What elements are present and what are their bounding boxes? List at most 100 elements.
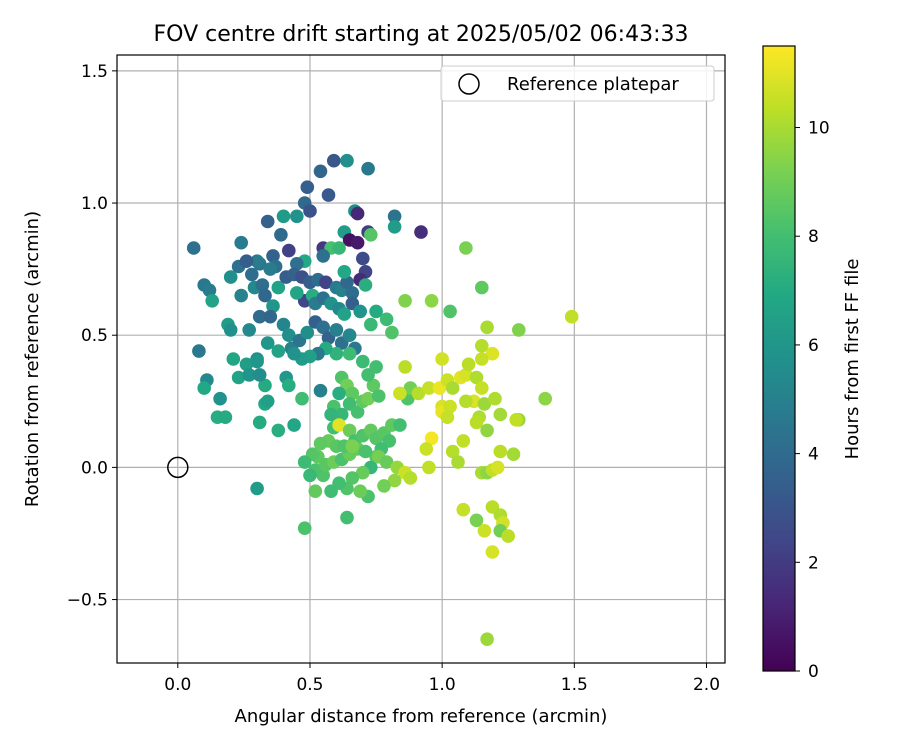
data-point	[308, 484, 323, 499]
data-point	[424, 431, 439, 446]
data-point	[445, 381, 460, 395]
x-axis-label: Angular distance from reference (arcmin)	[235, 706, 608, 727]
data-point	[282, 328, 296, 343]
data-point	[477, 524, 492, 538]
colorbar-tick-label: 2	[808, 553, 819, 573]
data-point	[477, 397, 492, 411]
data-point	[223, 323, 238, 337]
reference-marker-group	[167, 456, 189, 479]
data-point	[385, 325, 399, 340]
data-point	[290, 286, 304, 300]
data-point	[342, 346, 357, 361]
legend: Reference platepar	[440, 65, 715, 102]
data-point	[350, 405, 365, 419]
data-point	[369, 304, 383, 319]
data-point	[387, 209, 402, 224]
data-point	[461, 357, 476, 372]
data-point	[192, 344, 206, 358]
data-point	[538, 391, 552, 406]
data-point	[252, 415, 267, 430]
data-point	[337, 265, 352, 279]
data-point	[276, 209, 291, 224]
data-point	[435, 352, 449, 366]
colorbar-tick-label: 8	[808, 227, 819, 247]
data-point	[490, 460, 505, 475]
data-point	[509, 413, 523, 427]
data-point	[223, 270, 238, 284]
data-point	[271, 280, 286, 295]
data-point	[506, 447, 521, 462]
data-point	[393, 418, 407, 432]
data-point	[329, 323, 344, 337]
data-point	[361, 161, 375, 176]
x-tick-label: 1.0	[429, 675, 456, 695]
data-point	[332, 386, 346, 401]
data-point	[403, 471, 418, 485]
data-point	[324, 407, 338, 422]
data-point	[345, 471, 360, 485]
data-point	[485, 346, 500, 361]
data-point	[377, 479, 391, 493]
data-point	[316, 249, 331, 263]
data-point	[358, 444, 373, 459]
plot-frame	[116, 54, 726, 664]
data-point	[250, 481, 264, 496]
chart-title: FOV centre drift starting at 2025/05/02 …	[154, 22, 689, 47]
data-point	[353, 484, 368, 499]
data-point	[488, 391, 502, 406]
data-point	[424, 294, 439, 308]
data-point	[300, 325, 315, 340]
data-point	[501, 529, 515, 543]
data-point	[250, 354, 264, 369]
data-point	[340, 153, 354, 168]
data-point	[226, 352, 241, 366]
data-point	[398, 360, 412, 374]
data-point	[260, 214, 275, 229]
data-point	[451, 455, 465, 469]
data-point	[358, 278, 373, 292]
data-point	[353, 304, 368, 319]
data-point	[440, 410, 455, 425]
data-point	[313, 436, 328, 451]
data-point	[469, 513, 484, 528]
data-point	[480, 423, 494, 438]
data-point	[480, 632, 494, 646]
data-point	[356, 465, 370, 480]
data-point	[260, 394, 275, 409]
data-point	[271, 423, 286, 438]
data-point	[271, 344, 286, 358]
data-point	[239, 357, 254, 372]
data-point	[327, 153, 341, 168]
data-point	[295, 391, 309, 406]
data-point	[337, 307, 352, 321]
data-point	[379, 312, 394, 327]
data-point	[274, 228, 288, 242]
data-point	[287, 418, 301, 432]
data-point	[324, 484, 338, 499]
data-point	[456, 434, 471, 448]
data-point	[316, 320, 331, 335]
data-point	[512, 323, 526, 337]
data-point	[250, 254, 264, 268]
colorbar-tick-label: 10	[808, 119, 830, 139]
data-point	[303, 468, 317, 483]
data-point	[258, 378, 272, 393]
legend-marker-reference-icon	[458, 73, 480, 95]
colorbar: 0 2 4 6 8 10 Hours from first FF file	[762, 45, 863, 682]
data-point	[445, 444, 460, 459]
data-point	[340, 275, 354, 290]
data-point	[218, 410, 233, 425]
grid-lines	[117, 55, 725, 663]
data-point	[340, 510, 354, 525]
colorbar-tick-label: 4	[808, 445, 819, 465]
x-tick-label: 2.0	[693, 675, 720, 695]
data-point	[356, 354, 370, 369]
legend-label: Reference platepar	[507, 74, 679, 95]
data-point	[282, 378, 296, 393]
y-tick-label: 1.5	[81, 62, 108, 82]
data-point	[379, 455, 394, 469]
data-point	[387, 473, 402, 488]
data-point	[366, 378, 381, 393]
